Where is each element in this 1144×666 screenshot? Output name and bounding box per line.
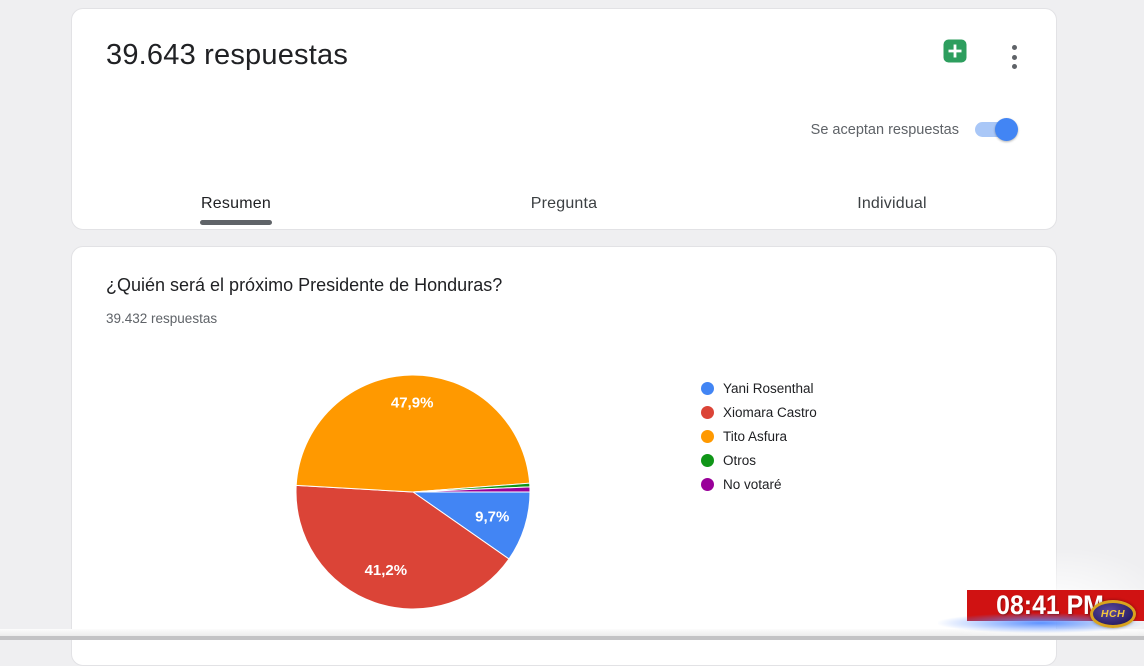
legend-label: Xiomara Castro bbox=[723, 404, 817, 420]
legend-label: No votaré bbox=[723, 476, 782, 492]
pie-slice-label: 9,7% bbox=[475, 508, 509, 525]
pie-chart: 9,7% 41,2% 47,9% bbox=[295, 374, 531, 610]
accepting-responses-toggle[interactable] bbox=[975, 118, 1018, 141]
hch-channel-logo: HCH bbox=[1090, 600, 1136, 628]
chart-legend: Yani Rosenthal Xiomara Castro Tito Asfura O… bbox=[701, 376, 817, 496]
legend-color-dot bbox=[701, 429, 714, 443]
legend-item: Tito Asfura bbox=[701, 424, 817, 448]
responses-count-title: 39.643 respuestas bbox=[106, 39, 349, 71]
tab-individual[interactable]: Individual bbox=[857, 195, 927, 212]
pie-slice bbox=[412, 486, 531, 493]
legend-item: Otros bbox=[701, 448, 817, 472]
dot-icon bbox=[1011, 45, 1017, 50]
legend-item: Xiomara Castro bbox=[701, 400, 817, 424]
pie-slice bbox=[295, 484, 510, 610]
legend-color-dot bbox=[701, 453, 714, 467]
accepting-responses-label: Se aceptan respuestas bbox=[810, 122, 959, 138]
legend-color-dot bbox=[701, 477, 714, 491]
legend-color-dot bbox=[701, 405, 714, 419]
legend-label: Yani Rosenthal bbox=[723, 380, 814, 396]
legend-item: No votaré bbox=[701, 472, 817, 496]
pie-slice bbox=[295, 374, 531, 493]
spreadsheet-icon bbox=[943, 39, 967, 67]
legend-label: Tito Asfura bbox=[723, 428, 788, 444]
dot-icon bbox=[1011, 64, 1017, 69]
tab-resumen[interactable]: Resumen bbox=[72, 179, 400, 229]
question-responses-count: 39.432 respuestas bbox=[106, 311, 218, 326]
tab-bar: Resumen Pregunta Individual bbox=[72, 179, 1056, 229]
page-background: { "header": { "title": "39.643 respuesta… bbox=[0, 0, 1144, 640]
responses-summary-card: 39.643 respuestas Se aceptan respuestas … bbox=[71, 8, 1057, 230]
hch-logo-text: HCH bbox=[1100, 608, 1126, 620]
pie-slice-label: 47,9% bbox=[391, 395, 434, 412]
question-result-card: ¿Quién será el próximo Presidente de Hon… bbox=[71, 246, 1057, 666]
more-options-button[interactable] bbox=[1006, 45, 1022, 69]
legend-label: Otros bbox=[723, 452, 757, 468]
question-title: ¿Quién será el próximo Presidente de Hon… bbox=[106, 275, 503, 295]
legend-color-dot bbox=[701, 381, 714, 395]
view-in-sheets-button[interactable] bbox=[943, 39, 967, 63]
pie-slice-label: 41,2% bbox=[365, 562, 408, 579]
dot-icon bbox=[1011, 54, 1017, 60]
tab-pregunta[interactable]: Pregunta bbox=[530, 195, 598, 212]
tv-ticker-strip bbox=[0, 629, 1144, 640]
toggle-knob bbox=[995, 118, 1018, 141]
legend-item: Yani Rosenthal bbox=[701, 376, 817, 400]
